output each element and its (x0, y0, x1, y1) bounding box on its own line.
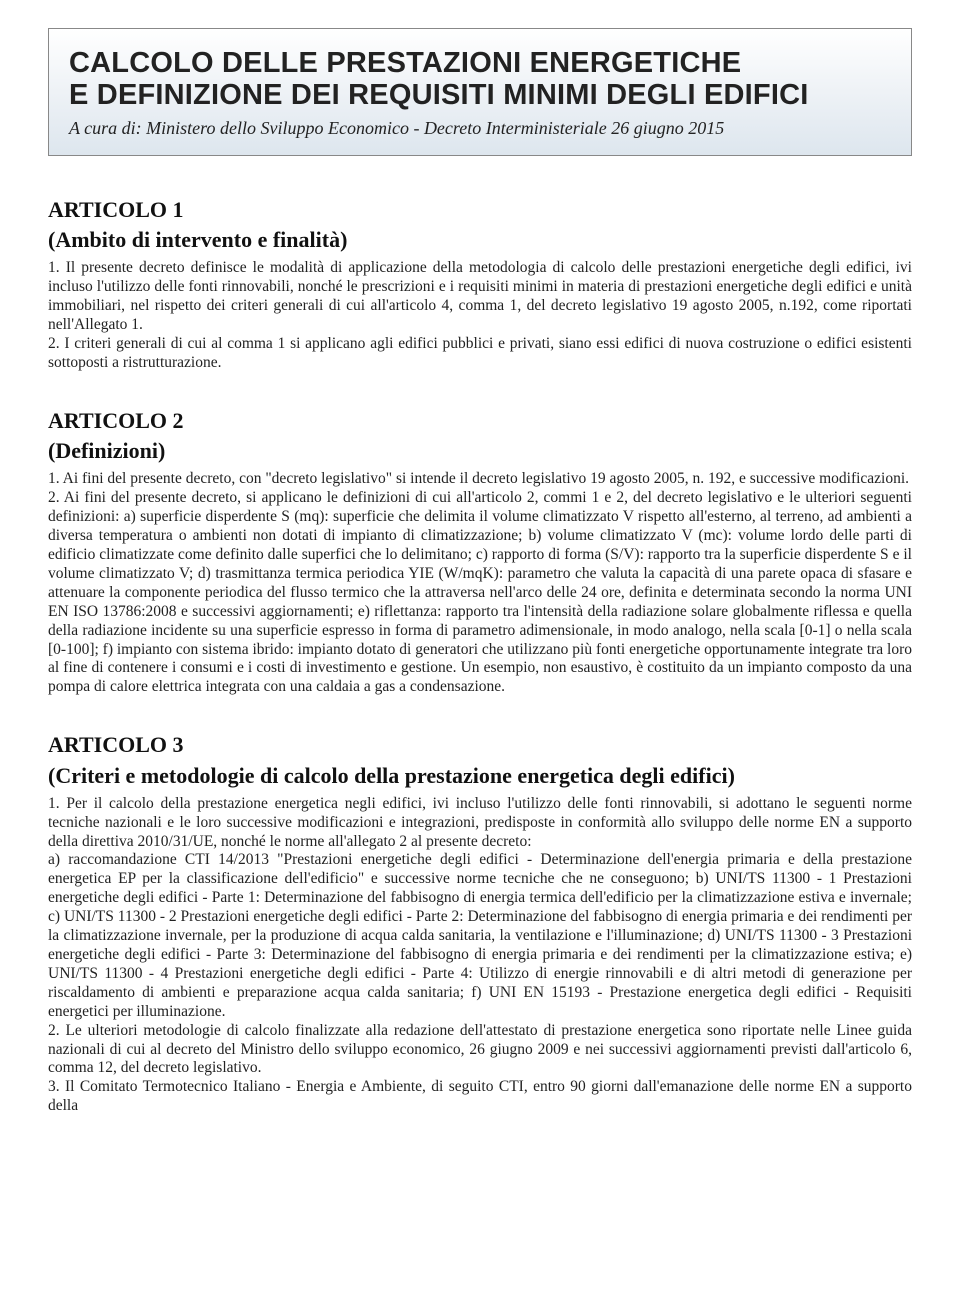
article-2-p2: 2. Ai fini del presente decreto, si appl… (48, 489, 912, 697)
article-2-p1: 1. Ai fini del presente decreto, con "de… (48, 470, 912, 489)
article-1-subheading: (Ambito di intervento e finalità) (48, 227, 912, 253)
article-3-p1: 1. Per il calcolo della prestazione ener… (48, 795, 912, 852)
article-2-subheading: (Definizioni) (48, 438, 912, 464)
title-line-2: E DEFINIZIONE DEI REQUISITI MINIMI DEGLI… (69, 79, 808, 111)
article-2: ARTICOLO 2 (Definizioni) 1. Ai fini del … (48, 407, 912, 697)
document-page: CALCOLO DELLE PRESTAZIONI ENERGETICHE E … (0, 0, 960, 1170)
document-subtitle: A cura di: Ministero dello Sviluppo Econ… (69, 118, 891, 139)
article-3-heading: ARTICOLO 3 (48, 731, 912, 759)
article-3-p4: 3. Il Comitato Termotecnico Italiano - E… (48, 1078, 912, 1116)
article-3-subheading: (Criteri e metodologie di calcolo della … (48, 763, 912, 789)
article-2-heading: ARTICOLO 2 (48, 407, 912, 435)
article-3-p2: a) raccomandazione CTI 14/2013 "Prestazi… (48, 851, 912, 1021)
article-1-body: 1. Il presente decreto definisce le moda… (48, 259, 912, 372)
document-header-box: CALCOLO DELLE PRESTAZIONI ENERGETICHE E … (48, 28, 912, 156)
article-3-p3: 2. Le ulteriori metodologie di calcolo f… (48, 1022, 912, 1079)
title-line-1: CALCOLO DELLE PRESTAZIONI ENERGETICHE (69, 47, 741, 79)
article-1-p2: 2. I criteri generali di cui al comma 1 … (48, 335, 912, 373)
article-3-body: 1. Per il calcolo della prestazione ener… (48, 795, 912, 1116)
article-1-heading: ARTICOLO 1 (48, 196, 912, 224)
document-title: CALCOLO DELLE PRESTAZIONI ENERGETICHE E … (69, 47, 891, 112)
article-2-body: 1. Ai fini del presente decreto, con "de… (48, 470, 912, 697)
article-1: ARTICOLO 1 (Ambito di intervento e final… (48, 196, 912, 373)
article-1-p1: 1. Il presente decreto definisce le moda… (48, 259, 912, 335)
article-3: ARTICOLO 3 (Criteri e metodologie di cal… (48, 731, 912, 1116)
